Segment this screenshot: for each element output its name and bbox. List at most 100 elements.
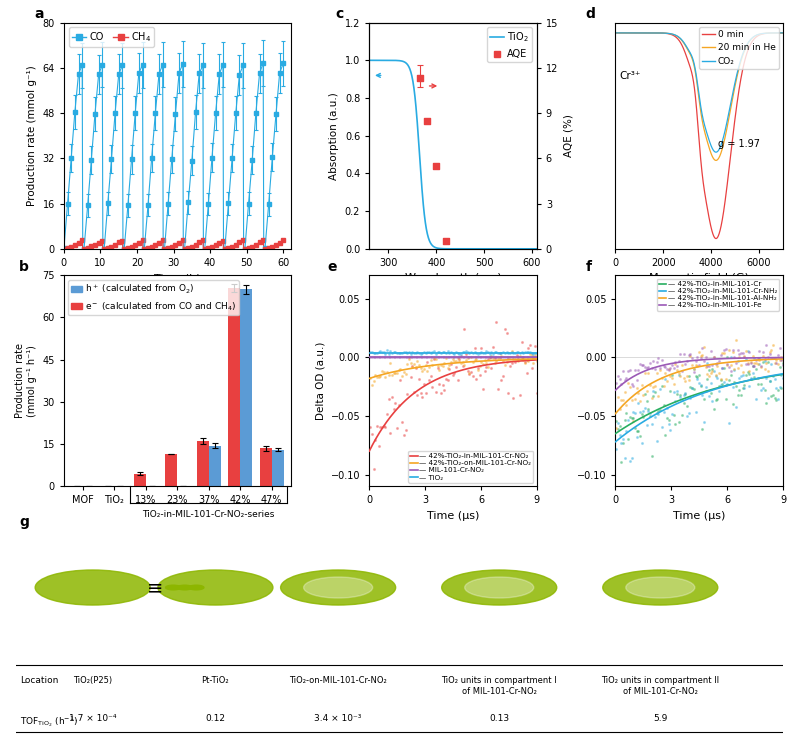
Point [684,350,697,362]
Point [768,357,781,369]
Point [448,351,461,363]
Text: TiO₂ units in compartment I
of MIL-101-Cr-NO₂: TiO₂ units in compartment I of MIL-101-C… [441,676,557,696]
Point [388,367,400,379]
Point [436,351,449,363]
Point [419,347,432,359]
Point [415,351,427,363]
Point [614,373,626,385]
Point [679,387,692,399]
Point [497,370,510,382]
Point [468,351,481,363]
Point [704,345,717,357]
Point [508,356,521,368]
Point [392,347,405,359]
Point [365,346,378,358]
42%-TiO₂-in-MIL-101-Cr-NO₂ [455,366,465,375]
Point [517,351,530,363]
Point [777,354,789,366]
Point [627,380,640,392]
Point [403,345,415,357]
Text: g: g [20,515,30,529]
Point [386,347,399,359]
Point [389,351,402,363]
Point [517,354,530,366]
Point [517,351,530,363]
Point [635,408,648,420]
X-axis label: Magnetic field (G): Magnetic field (G) [650,274,749,284]
Point [634,406,646,418]
Point [714,374,727,386]
Point [403,351,415,363]
Point [640,419,653,431]
42%-TiO₂-in-MIL-101-Cr [702,387,711,396]
Point [753,354,766,366]
Point [491,347,504,359]
Point [448,355,461,367]
Point [763,348,776,360]
Point [666,369,678,381]
Point [438,351,451,363]
Point [391,351,403,363]
Point [470,353,483,365]
Point [391,347,403,359]
Point [657,360,670,372]
Bar [229,288,240,486]
Point [377,351,390,363]
Point [368,347,380,359]
Point [623,412,636,424]
Point [702,364,715,376]
Point [379,351,392,363]
MIL-101-Cr-NO₂ [444,353,454,362]
Point [436,360,449,372]
Point [374,370,387,382]
Point [499,347,511,359]
Point [674,389,687,401]
Point [499,351,511,363]
Point [763,375,776,387]
Line: 42%-TiO₂-on-MIL-101-Cr-NO₂: 42%-TiO₂-on-MIL-101-Cr-NO₂ [369,359,537,379]
Point [698,416,710,428]
Point [487,348,499,360]
Point [711,372,724,384]
Point [757,382,769,394]
Point [772,349,785,361]
Point [471,351,484,363]
Point [400,424,412,436]
Point [701,373,714,385]
Text: ≡: ≡ [147,578,164,597]
Point [433,346,446,358]
Point [527,351,540,363]
Point [371,371,384,383]
Text: d: d [586,7,595,21]
Point [435,347,447,359]
Point [443,351,455,363]
Point [768,352,781,364]
Point [488,352,501,364]
Point [729,380,742,392]
Point [773,361,786,373]
Point [681,400,694,412]
Point [629,393,642,405]
Point [625,452,638,464]
Point [438,384,451,396]
Point [505,351,518,363]
Point [630,425,643,437]
Point [511,346,523,358]
Point [745,356,757,368]
Point [505,357,518,369]
Point [451,351,464,363]
Point [647,385,660,397]
Point [369,351,382,363]
Point [719,372,732,385]
Point [698,355,710,367]
Point [736,366,749,378]
Point [455,357,467,369]
Point [444,351,457,363]
Point [649,363,662,375]
Point [426,359,439,371]
Point [623,455,636,467]
Point [505,346,518,358]
Point [615,378,628,390]
Point [522,354,535,366]
Point [526,348,539,360]
